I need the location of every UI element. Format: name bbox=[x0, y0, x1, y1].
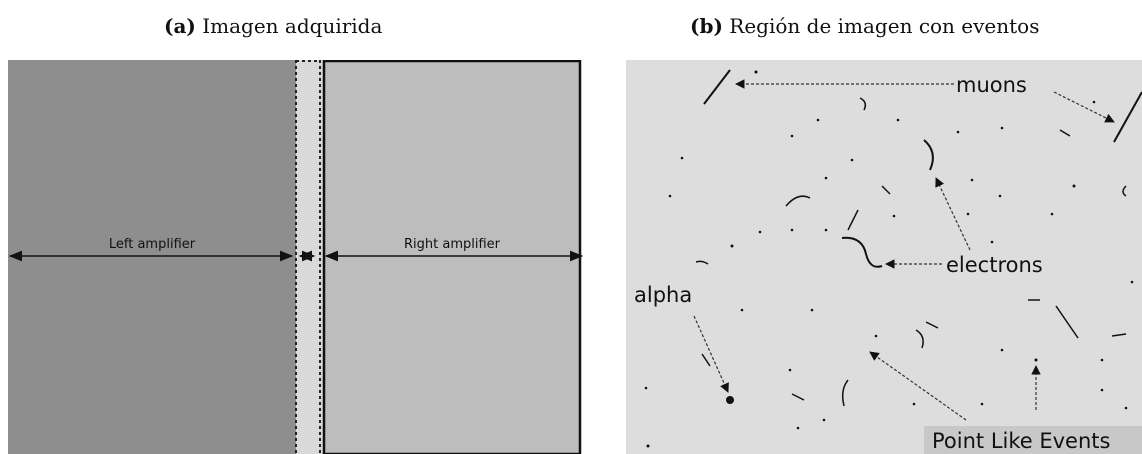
short-track bbox=[1111, 333, 1127, 337]
caption-b: (b) Región de imagen con eventos bbox=[690, 14, 1040, 38]
short-track bbox=[925, 321, 939, 329]
caption-a-text: Imagen adquirida bbox=[202, 14, 383, 38]
left-amplifier-label: Left amplifier bbox=[109, 237, 196, 252]
electrons-label: electrons bbox=[946, 253, 1043, 277]
events-image-panel: muons electrons alpha Point Like Events bbox=[626, 60, 1142, 454]
short-track bbox=[881, 185, 891, 195]
caption-b-tag: (b) bbox=[690, 14, 723, 38]
muons-arrow-right bbox=[1053, 91, 1115, 123]
left-amplifier-region bbox=[8, 60, 296, 454]
events-background bbox=[626, 60, 1142, 454]
caption-a-tag: (a) bbox=[164, 14, 196, 38]
short-track bbox=[1059, 129, 1071, 137]
short-track bbox=[1055, 305, 1079, 339]
electrons-arrow-up bbox=[935, 177, 971, 251]
muons-label: muons bbox=[956, 73, 1027, 97]
alpha-event bbox=[726, 396, 734, 404]
alpha-arrow bbox=[693, 315, 729, 393]
caption-b-text: Región de imagen con eventos bbox=[729, 14, 1040, 38]
short-track bbox=[791, 393, 805, 401]
electron-track bbox=[695, 260, 709, 265]
acquired-image-panel: Left amplifier Right amplifier bbox=[8, 60, 584, 454]
electron-track bbox=[841, 379, 849, 407]
caption-a: (a) Imagen adquirida bbox=[164, 14, 382, 38]
electron-track bbox=[841, 236, 883, 268]
right-amplifier-region bbox=[324, 60, 580, 454]
muon-track bbox=[703, 69, 731, 105]
events-image: muons electrons alpha Point Like Events bbox=[626, 60, 1142, 454]
short-track bbox=[701, 353, 711, 367]
electron-track bbox=[1122, 185, 1127, 197]
point-events-label-bg bbox=[924, 426, 1142, 454]
overscan-gap bbox=[296, 60, 324, 454]
electron-track bbox=[785, 195, 811, 207]
electron-track bbox=[915, 329, 924, 349]
point-like-events bbox=[644, 70, 1134, 448]
short-track bbox=[847, 209, 859, 231]
acquired-image: Left amplifier Right amplifier bbox=[8, 60, 584, 454]
right-amplifier-label: Right amplifier bbox=[404, 237, 501, 252]
muon-track bbox=[1113, 91, 1142, 143]
electron-track bbox=[859, 97, 867, 111]
point-events-label: Point Like Events bbox=[932, 429, 1110, 453]
electron-track bbox=[923, 139, 934, 171]
alpha-label: alpha bbox=[634, 283, 692, 307]
